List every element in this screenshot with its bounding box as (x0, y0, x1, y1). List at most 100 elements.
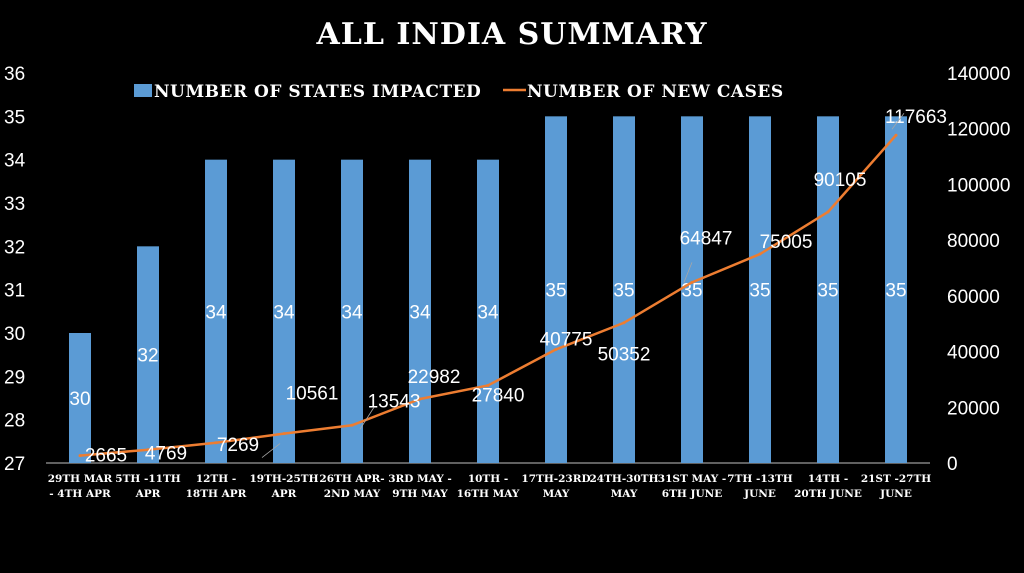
category-label: 3RD MAY - (388, 473, 452, 485)
category-label: 5TH -11TH (115, 473, 180, 485)
left-axis-tick: 33 (4, 194, 25, 215)
category-label: MAY (543, 488, 570, 500)
bar-data-label: 34 (341, 302, 363, 323)
right-axis-tick: 0 (947, 454, 958, 475)
bar (273, 159, 295, 463)
line-point (146, 448, 150, 452)
line-data-label: 2665 (85, 446, 127, 467)
line-point (894, 133, 898, 137)
bar-data-label: 35 (613, 281, 634, 302)
left-axis-tick: 31 (4, 281, 25, 302)
right-axis-tick: 100000 (947, 175, 1010, 196)
category-label: 20TH JUNE (794, 488, 862, 500)
bar-series (69, 116, 907, 463)
category-label: 18TH APR (186, 488, 247, 500)
label-leader-line (891, 112, 905, 130)
left-axis-tick: 35 (4, 107, 25, 128)
right-axis-tick: 60000 (947, 287, 1000, 308)
bar-data-label: 35 (749, 281, 770, 302)
left-axis-tick: 32 (4, 237, 25, 258)
right-axis-tick: 120000 (947, 120, 1010, 141)
line-series (78, 133, 898, 458)
category-label: 9TH MAY (392, 488, 448, 500)
category-label: JUNE (879, 488, 912, 500)
left-axis: 27 28 29 30 31 32 33 34 35 36 (4, 64, 26, 475)
bar (69, 333, 91, 463)
bar-data-label: 30 (69, 389, 90, 410)
category-label: 19TH-25TH (249, 473, 318, 485)
bar (885, 116, 907, 463)
line-data-label: 4769 (145, 444, 187, 465)
line-data-label: 75005 (760, 232, 813, 253)
legend: NUMBER OF STATES IMPACTED NUMBER OF NEW … (134, 82, 784, 102)
line-data-label: 22982 (408, 367, 461, 388)
line-data-label: 50352 (598, 345, 651, 366)
line-point (78, 454, 82, 458)
left-axis-tick: 36 (4, 64, 25, 85)
category-label: APR (135, 488, 161, 500)
bar (341, 159, 363, 463)
bar (817, 116, 839, 463)
line-data-label: 90105 (814, 170, 867, 191)
line-data-label: 117663 (885, 107, 947, 128)
legend-bar-label: NUMBER OF STATES IMPACTED (154, 82, 481, 102)
category-label: 26TH APR- (319, 473, 384, 485)
category-label: - 4TH APR (49, 488, 111, 500)
line-point (690, 280, 694, 284)
category-label: 14TH - (808, 473, 848, 485)
right-axis-tick: 140000 (947, 64, 1010, 85)
bar-data-label: 35 (545, 281, 566, 302)
bar (205, 159, 227, 463)
category-label: JUNE (743, 488, 776, 500)
bar (749, 116, 771, 463)
bar-data-label: 32 (137, 346, 158, 367)
line-point (418, 397, 422, 401)
bar-data-label: 34 (477, 302, 499, 323)
category-labels: 29TH MAR - 4TH APR 5TH -11TH APR 12TH - 18TH … (48, 473, 932, 500)
line-point (486, 383, 490, 387)
right-axis-tick: 40000 (947, 343, 1000, 364)
legend-bar-swatch (134, 84, 152, 97)
line-data-label: 13543 (368, 391, 421, 412)
label-leader-line (683, 262, 693, 283)
bar-data-label: 34 (409, 302, 431, 323)
category-label: 17TH-23RD (521, 473, 590, 485)
line-point (350, 423, 354, 427)
bar (409, 159, 431, 463)
bar-data-label: 34 (205, 302, 227, 323)
legend-line-label: NUMBER OF NEW CASES (527, 82, 784, 102)
line-point (214, 441, 218, 445)
right-axis: 0 20000 40000 60000 80000 100000 120000 140000 (947, 64, 1010, 475)
category-label: MAY (611, 488, 638, 500)
bar (681, 116, 703, 463)
line-point (282, 432, 286, 436)
bar (137, 246, 159, 463)
right-axis-tick: 80000 (947, 231, 1000, 252)
line-data-label: 7269 (217, 435, 259, 456)
left-axis-tick: 28 (4, 411, 25, 432)
line-data-labels: 2665 4769 7269 10561 13543 22982 27840 40775503… (85, 107, 947, 466)
category-label: 16TH MAY (457, 488, 520, 500)
category-label: 24TH-30TH (589, 473, 658, 485)
left-axis-tick: 34 (4, 151, 26, 172)
category-label: 31ST MAY - (658, 473, 726, 485)
bar (545, 116, 567, 463)
bar-data-label: 35 (817, 281, 838, 302)
right-axis-tick: 20000 (947, 398, 1000, 419)
label-leader-line (261, 443, 281, 458)
line-point (758, 252, 762, 256)
left-axis-tick: 29 (4, 367, 25, 388)
category-label: 10TH - (468, 473, 508, 485)
bar (613, 116, 635, 463)
label-leader-line (359, 407, 375, 430)
line-data-label: 64847 (680, 228, 733, 249)
line-data-label: 40775 (540, 329, 593, 350)
chart-title: ALL INDIA SUMMARY (315, 17, 707, 52)
line-point (554, 347, 558, 351)
category-label: 2ND MAY (324, 488, 381, 500)
category-label: 29TH MAR (48, 473, 113, 485)
left-axis-tick: 27 (4, 454, 25, 475)
category-label: 21ST -27TH (861, 473, 931, 485)
